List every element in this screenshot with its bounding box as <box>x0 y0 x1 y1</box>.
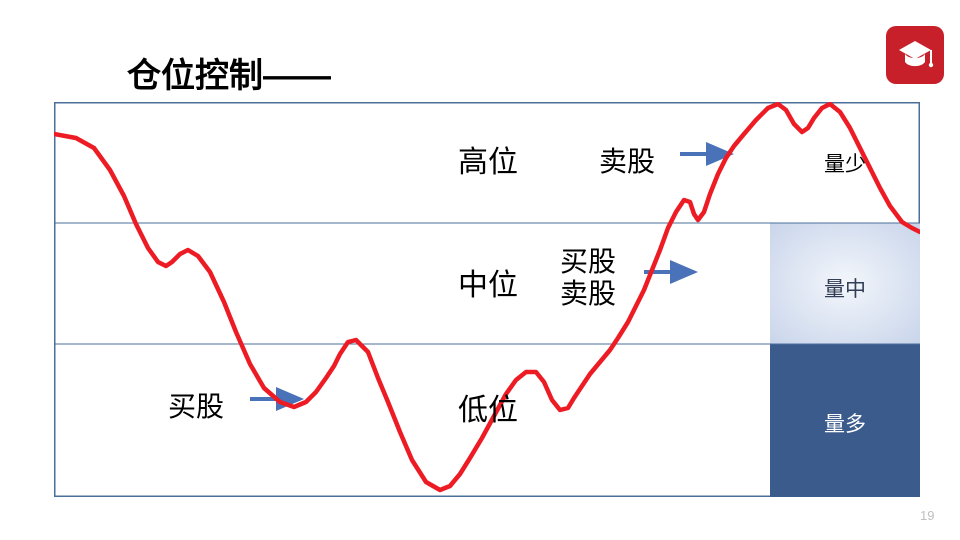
vol-label-low-qty: 量少 <box>770 148 920 178</box>
band-label-mid: 中位 <box>458 260 518 304</box>
action-sell-high: 卖股 <box>599 140 655 180</box>
action-sell-mid: 卖股 <box>560 272 616 312</box>
slide: { "title": { "text": "仓位控制——", "fontsize… <box>0 0 960 540</box>
band-label-high: 高位 <box>458 137 518 181</box>
page-number: 19 <box>920 508 934 523</box>
band-label-low: 低位 <box>458 385 518 429</box>
vol-label-mid-qty: 量中 <box>770 273 920 303</box>
brand-logo <box>886 26 944 89</box>
vol-label-high-qty: 量多 <box>770 408 920 438</box>
page-title: 仓位控制—— <box>127 48 331 97</box>
action-buy-low: 买股 <box>168 385 224 425</box>
